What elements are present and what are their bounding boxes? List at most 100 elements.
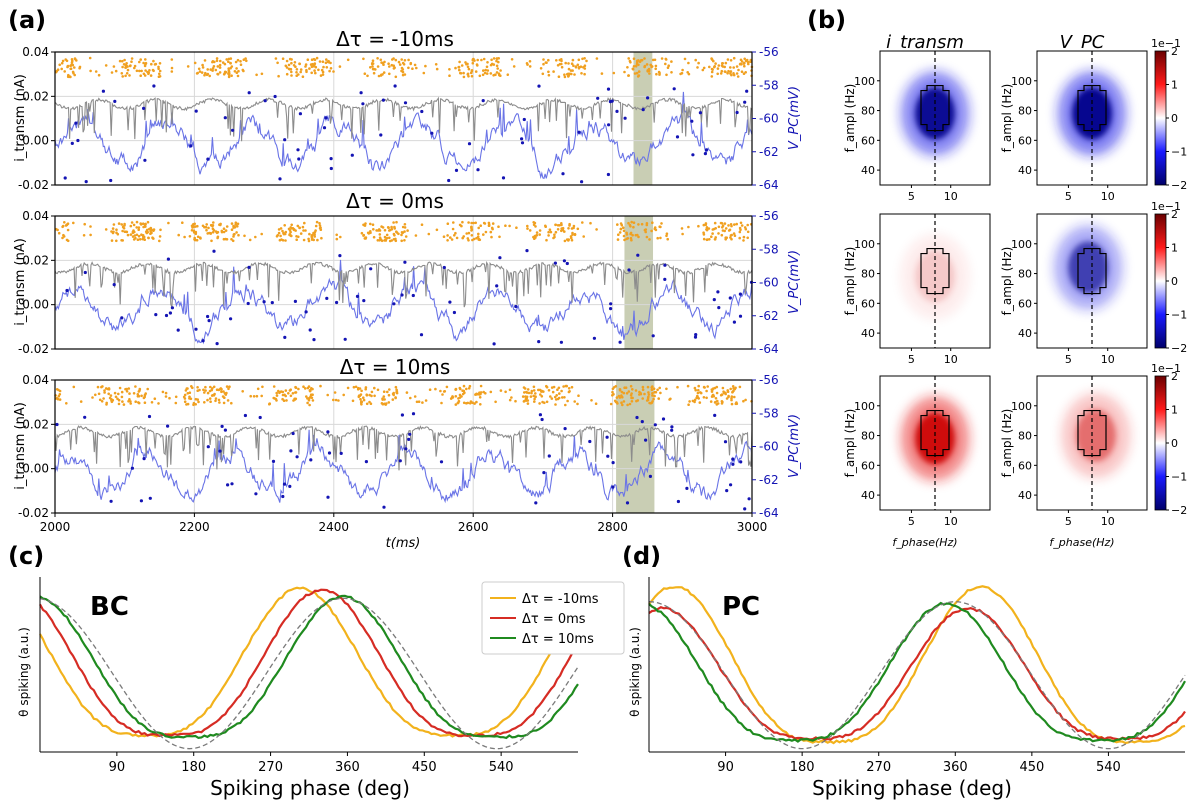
bc-spike-dot [719, 393, 723, 397]
bc-spike-dot [73, 57, 77, 60]
pc-spike-dot [309, 458, 313, 462]
bc-spike-dot [620, 390, 624, 394]
bc-spike-dot [629, 394, 633, 397]
pc-spike-dot [154, 313, 158, 317]
bc-spike-dot [289, 234, 293, 237]
bc-spike-dot [469, 400, 473, 403]
bc-spike-dot [130, 60, 133, 63]
bc-spike-dot [328, 69, 331, 73]
bc-spike-dot [547, 389, 551, 392]
pc-spike-dot [176, 328, 180, 332]
bc-spike-dot [470, 221, 473, 225]
bc-spike-dot [65, 402, 68, 405]
bc-spike-dot [285, 72, 289, 76]
pc-spike-dot [218, 449, 222, 453]
pc-spike-dot [514, 304, 518, 309]
bc-spike-dot [129, 402, 132, 405]
pc-spike-dot [534, 501, 538, 505]
bc-spike-dot [615, 396, 619, 399]
colorbar-tick-label: −2 [1171, 504, 1187, 517]
bc-spike-dot [352, 385, 356, 389]
bc-spike-dot [397, 60, 401, 64]
tick-label-x: 10 [1101, 353, 1115, 366]
bc-spike-dot [624, 386, 628, 390]
bc-spike-dot [224, 229, 228, 232]
pc-spike-dot [246, 301, 250, 306]
bc-spike-dot [319, 74, 323, 77]
bc-spike-dot [62, 233, 65, 237]
tick-label-left: 0.02 [22, 417, 49, 431]
bc-spike-dot [555, 59, 558, 62]
bc-spike-dot [313, 69, 316, 72]
bc-spike-dot [547, 234, 550, 237]
bc-spike-dot [629, 231, 633, 235]
bc-spike-dot [620, 401, 623, 405]
bc-spike-dot [710, 395, 714, 398]
bc-spike-dot [152, 59, 155, 63]
bc-spike-dot [296, 224, 300, 228]
bc-spike-dot [534, 395, 537, 398]
pc-spike-dot [646, 96, 650, 100]
pc-spike-dot [343, 337, 347, 341]
tick-label-right: -56 [759, 45, 779, 59]
bc-spike-dot [434, 63, 438, 66]
bc-spike-dot [58, 398, 62, 401]
bc-spike-dot [570, 72, 573, 76]
bc-spike-dot [230, 228, 234, 231]
highlight-window [633, 52, 653, 185]
bc-spike-dot [711, 232, 714, 235]
bc-spike-dot [550, 386, 554, 389]
bc-spike-dot [563, 230, 566, 233]
legend-label: Δτ = -10ms [522, 592, 599, 607]
bc-spike-dot [698, 401, 702, 404]
bc-spike-dot [145, 228, 149, 232]
bc-spike-dot [121, 75, 124, 78]
bc-spike-dot [241, 68, 245, 72]
bc-spike-dot [404, 235, 408, 238]
bc-spike-dot [369, 222, 372, 226]
bc-spike-dot [284, 389, 288, 392]
bc-spike-dot [319, 228, 323, 231]
bc-spike-dot [153, 397, 157, 401]
bc-spike-dot [454, 403, 458, 406]
bc-spike-dot [613, 399, 617, 403]
bc-spike-dot [368, 400, 371, 404]
bc-spike-dot [533, 397, 536, 401]
bc-spike-dot [641, 385, 645, 389]
bc-spike-dot [314, 71, 317, 75]
bc-spike-dot [465, 402, 468, 405]
panel-d-pc-phase: 90 180 270 360 450 540 PC θ spiking (a.u.) Sp… [628, 577, 1186, 800]
bc-spike-dot [198, 70, 202, 73]
pc-spike-dot [83, 270, 87, 275]
pc-spike-dot [605, 435, 609, 439]
bc-spike-dot [658, 386, 661, 390]
bc-spike-dot [630, 238, 633, 242]
bc-spike-dot [144, 225, 147, 228]
bc-spike-dot [128, 74, 131, 77]
bc-spike-dot [373, 394, 376, 398]
pc-spike-dot [289, 449, 293, 453]
bc-spike-dot [305, 395, 308, 398]
tick-label-phase: 90 [717, 760, 734, 775]
bc-spike-dot [383, 235, 387, 239]
pc-spike-dot [130, 466, 134, 470]
pc-spike-dot [273, 94, 277, 99]
pc-spike-dot [540, 417, 544, 422]
pc-spike-dot [476, 168, 480, 172]
bc-spike-dot [558, 58, 562, 62]
bc-spike-dot [230, 401, 233, 405]
bc-spike-dot [409, 61, 413, 65]
bc-spike-dot [528, 60, 532, 63]
pc-spike-dot [143, 158, 147, 162]
tick-label-right: -64 [759, 178, 779, 192]
bc-spike-dot [651, 392, 654, 395]
bc-spike-dot [667, 64, 670, 67]
bc-spike-dot [117, 402, 121, 406]
bc-spike-dot [616, 223, 619, 226]
bc-spike-dot [548, 228, 552, 231]
bc-spike-dot [403, 73, 407, 76]
bc-spike-dot [371, 65, 374, 68]
tick-label-y: 100 [854, 400, 875, 413]
bc-spike-dot [572, 224, 576, 228]
bc-spike-dot [717, 232, 720, 235]
